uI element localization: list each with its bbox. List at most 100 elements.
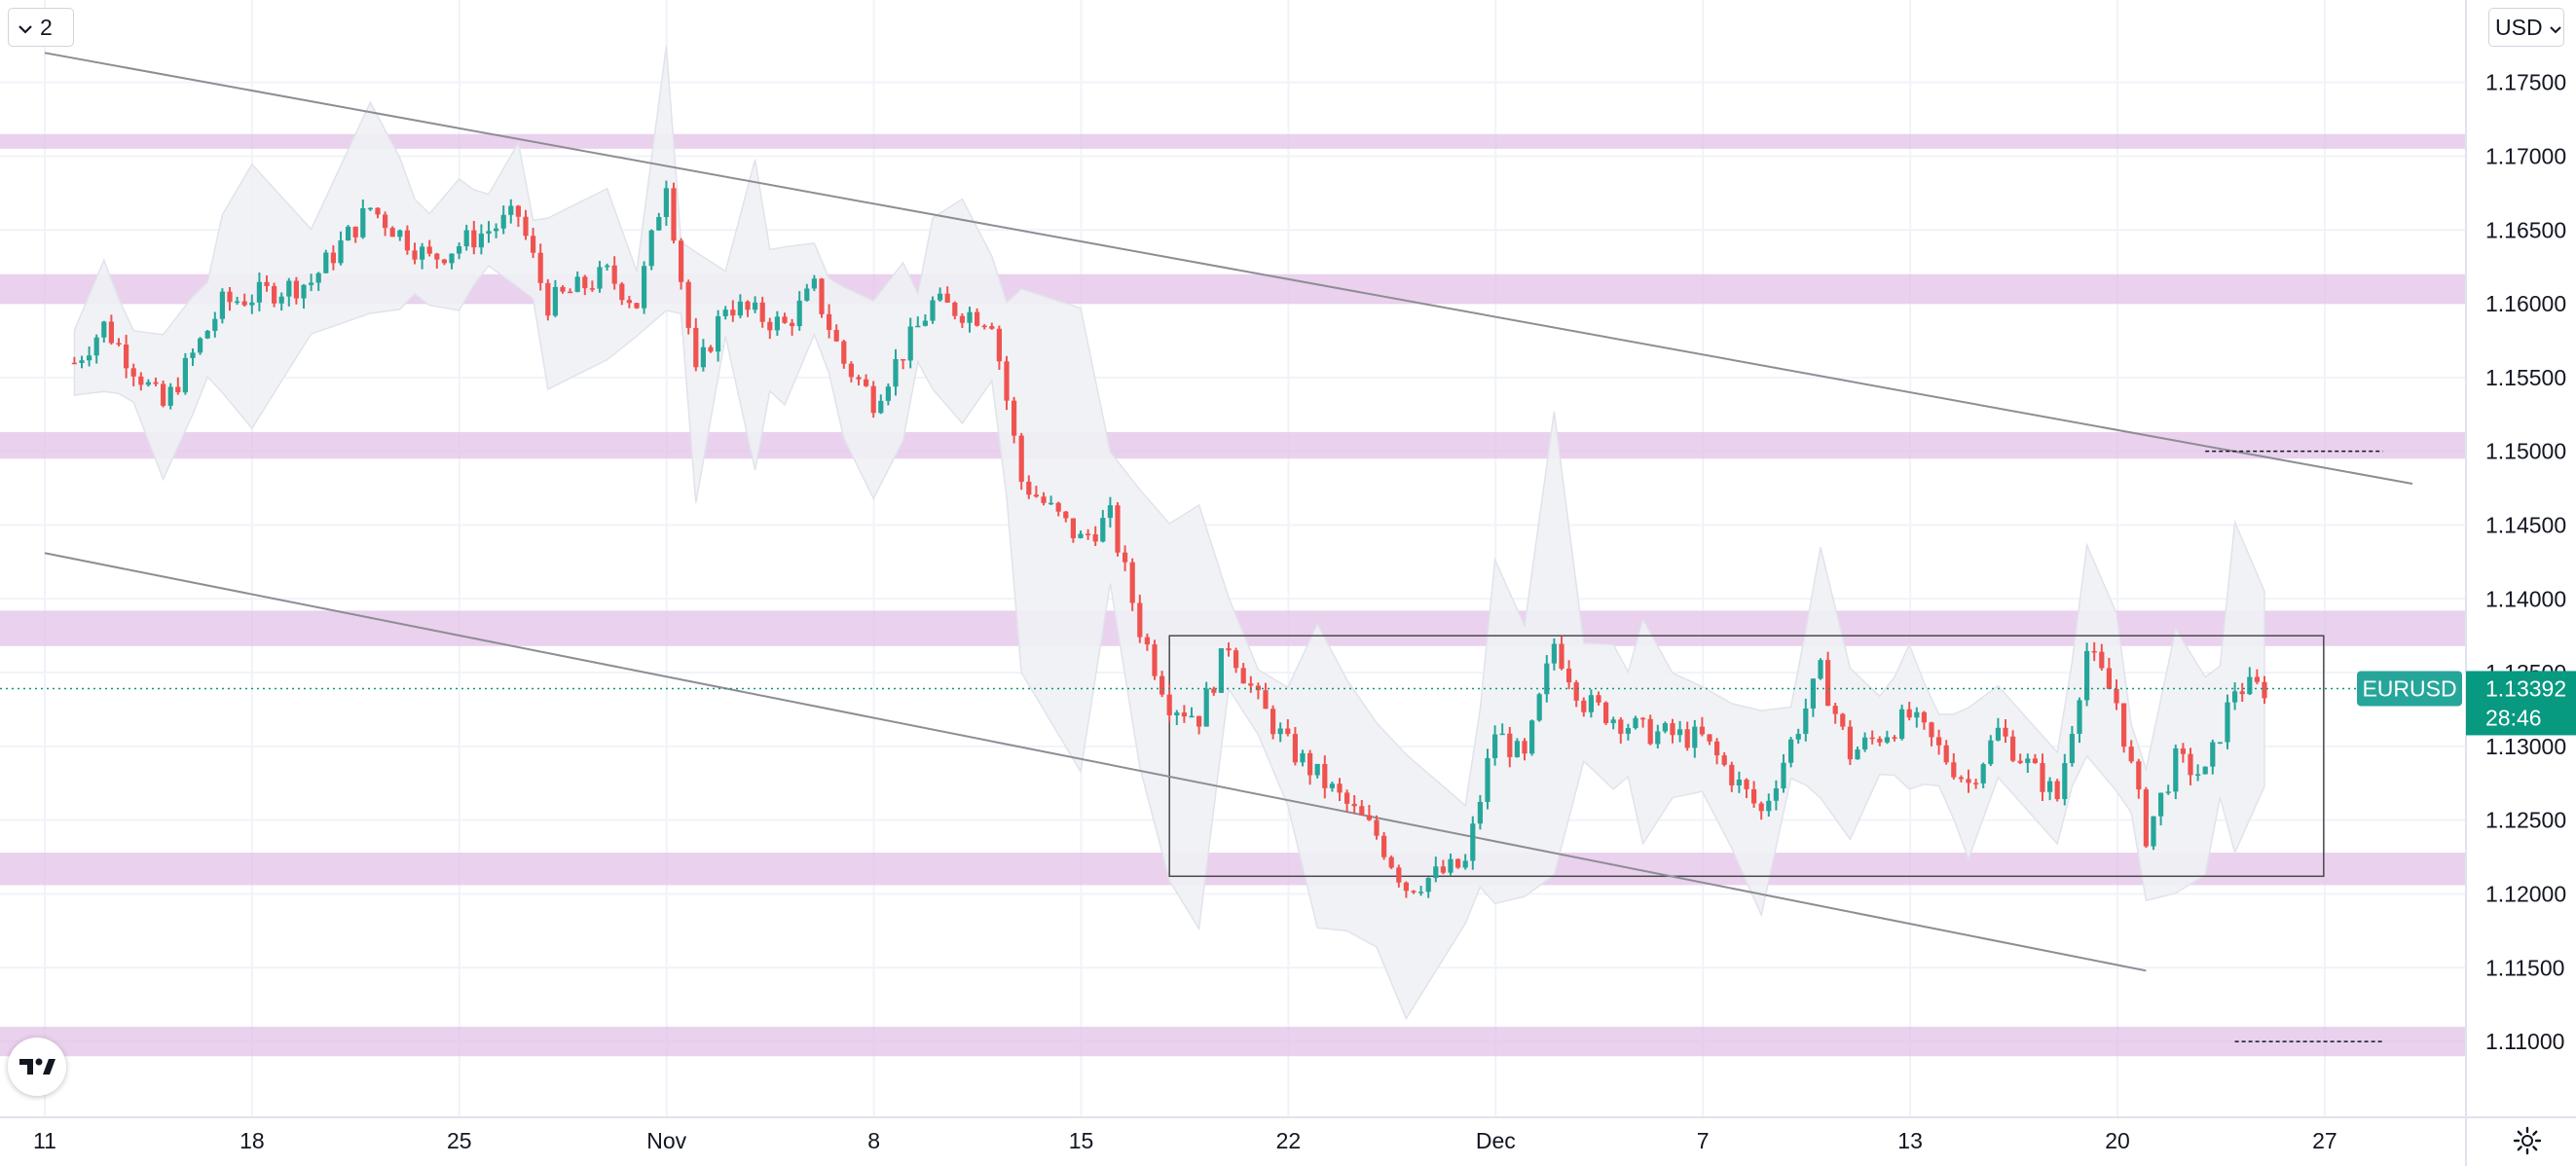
candle-body	[745, 301, 751, 310]
candle-body	[1440, 866, 1446, 873]
resistance-zone	[0, 133, 2466, 149]
candle-body	[1840, 713, 1846, 727]
candle-body	[301, 284, 307, 299]
symbol-tag	[2357, 671, 2462, 707]
candle-body	[1285, 728, 1291, 735]
candle-body	[2099, 651, 2105, 669]
x-tick-label: 7	[1697, 1128, 1710, 1153]
candle-body	[1181, 712, 1187, 717]
candle-body	[663, 188, 669, 217]
candle-body	[397, 230, 403, 237]
candle-body	[1995, 727, 2001, 741]
candle-body	[1781, 762, 1786, 789]
candle-body	[264, 281, 270, 286]
x-tick-label: Dec	[1476, 1128, 1516, 1153]
candle-body	[1625, 728, 1631, 734]
collapse-panes-button[interactable]: 2	[8, 8, 74, 47]
candle-body	[212, 318, 218, 331]
candle-body	[198, 338, 203, 353]
candle-body	[1588, 695, 1594, 712]
candle-body	[2136, 761, 2142, 790]
candle-body	[1522, 741, 1527, 754]
candle-body	[235, 301, 240, 304]
candle-body	[523, 216, 529, 237]
candle-body	[138, 376, 144, 385]
candle-body	[767, 321, 773, 331]
candle-body	[944, 293, 950, 303]
candle-body	[574, 276, 580, 292]
candle-body	[878, 400, 884, 414]
candle-body	[441, 259, 447, 264]
candle-body	[1462, 860, 1468, 868]
candle-body	[1721, 755, 1727, 765]
candle-body	[1529, 720, 1535, 754]
candle-body	[1218, 648, 1224, 693]
candle-body	[1707, 734, 1712, 742]
candle-body	[1359, 806, 1365, 816]
candle-body	[722, 310, 728, 316]
x-tick-label: 18	[239, 1128, 265, 1153]
candle-body	[1921, 711, 1927, 723]
gear-icon[interactable]	[2510, 1123, 2545, 1158]
y-tick-label: 1.14500	[2485, 512, 2566, 537]
candle-body	[1477, 801, 1483, 824]
y-tick-label: 1.15000	[2485, 439, 2566, 464]
candle-body	[737, 301, 743, 316]
candle-body	[1240, 668, 1246, 684]
chevron-down-icon	[17, 15, 34, 41]
candle-body	[2210, 742, 2216, 767]
candle-body	[716, 315, 721, 352]
y-tick-label: 1.16500	[2485, 217, 2566, 242]
candle-body	[774, 316, 780, 331]
candle-body	[1270, 709, 1276, 735]
candle-body	[819, 278, 825, 314]
candle-body	[2017, 760, 2023, 763]
candle-body	[1012, 400, 1017, 436]
candle-body	[1862, 737, 1868, 750]
candle-body	[1115, 505, 1121, 553]
y-tick-label: 1.14000	[2485, 586, 2566, 611]
candle-body	[2106, 668, 2112, 689]
candle-body	[1300, 752, 1306, 763]
trendline	[44, 552, 2147, 972]
candle-body	[1403, 882, 1409, 892]
candle-body	[1603, 702, 1609, 724]
candle-body	[2003, 727, 2008, 737]
candle-body	[730, 310, 736, 316]
candle-body	[2180, 747, 2186, 754]
candle-body	[130, 368, 136, 377]
candle-body	[841, 341, 847, 364]
candle-body	[2069, 733, 2075, 764]
candle-body	[1832, 706, 1838, 714]
candle-body	[1596, 695, 1601, 703]
candle-body	[1988, 740, 1994, 765]
candle-body	[545, 282, 551, 316]
candle-body	[1544, 663, 1550, 695]
candle-body	[1351, 803, 1357, 807]
candlestick-series	[71, 180, 2267, 898]
candle-body	[1166, 694, 1172, 715]
candle-body	[1337, 783, 1343, 793]
resistance-zones	[0, 133, 2466, 1057]
candle-body	[1129, 562, 1135, 603]
candle-body	[2121, 703, 2127, 747]
candle-body	[182, 357, 188, 393]
candle-body	[346, 226, 351, 241]
candle-body	[256, 281, 262, 303]
x-tick-label: 11	[33, 1128, 56, 1153]
candle-body	[1818, 660, 1823, 679]
tradingview-logo-icon[interactable]	[8, 1038, 66, 1096]
currency-button[interactable]: USD	[2488, 8, 2564, 47]
candle-body	[1884, 737, 1890, 743]
candle-body	[1063, 511, 1069, 519]
candle-body	[426, 246, 432, 254]
y-tick-label: 1.15500	[2485, 365, 2566, 390]
candle-body	[2084, 650, 2090, 701]
candle-body	[1507, 733, 1513, 757]
candle-body	[2225, 702, 2230, 743]
trendline	[44, 52, 2413, 486]
candle-body	[2239, 691, 2245, 695]
candle-body	[1973, 783, 1979, 784]
candle-body	[915, 325, 921, 328]
